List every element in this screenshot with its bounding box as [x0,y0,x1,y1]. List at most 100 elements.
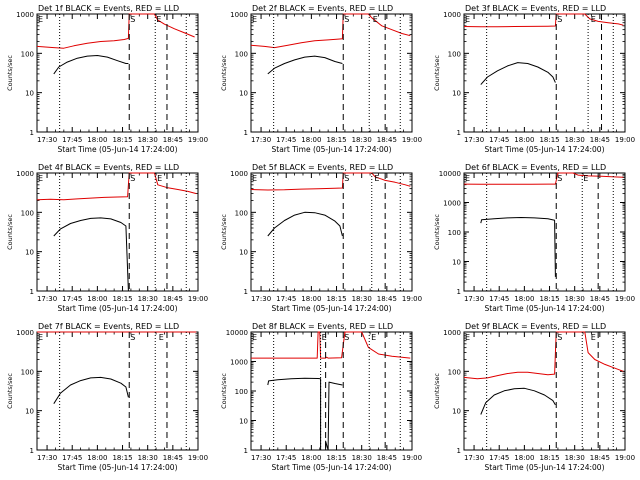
y-tick-label: 10 [452,90,461,98]
panel-title: Det 7f BLACK = Events, RED = LLD [38,322,179,331]
x-tick-label: 19:00 [188,136,208,144]
events-series-line [480,217,556,277]
y-axis-title: Counts/sec [6,55,14,91]
x-axis-title: Start Time (05-Jun-14 17:24:00) [272,145,392,154]
x-axis-title: Start Time (05-Jun-14 17:24:00) [485,463,605,472]
x-tick-label: 19:00 [615,136,635,144]
y-tick-label: 10000 [439,170,461,178]
y-tick-label: 1000 [443,200,461,208]
y-axis-title: Counts/sec [6,373,14,409]
x-tick-label: 17:45 [276,136,296,144]
y-tick-label: 1 [30,129,34,137]
lld-series-line [36,172,197,201]
x-axis-title: Start Time (05-Jun-14 17:24:00) [272,463,392,472]
events-series-line [480,62,556,85]
y-axis-title: Counts/sec [220,55,228,91]
marker-label: S [344,174,349,183]
x-tick-label: 18:00 [87,454,107,462]
lld-series-line [463,331,624,380]
x-tick-label: 18:30 [565,136,585,144]
x-tick-label: 18:45 [377,454,397,462]
y-tick-label: 1000 [230,11,248,19]
y-tick-label: 10 [452,259,461,267]
x-tick-label: 17:30 [464,136,484,144]
y-tick-label: 10 [239,90,248,98]
y-tick-label: 10 [239,418,248,426]
marker-label: E [583,174,588,183]
y-tick-label: 1 [457,129,461,137]
x-tick-label: 17:45 [276,454,296,462]
x-tick-label: 18:15 [326,295,346,303]
y-tick-label: 1 [30,447,34,455]
x-tick-label: 18:00 [514,136,534,144]
panel-title: Det 4f BLACK = Events, RED = LLD [38,163,179,172]
marker-label: S [130,333,135,342]
x-axis-title: Start Time (05-Jun-14 17:24:00) [58,304,178,313]
lld-series-line [250,13,411,49]
plot-frame [463,13,626,133]
y-axis-title: Counts/sec [220,373,228,409]
marker-label: E [371,333,376,342]
panel-title: Det 8f BLACK = Events, RED = LLD [252,322,393,331]
y-tick-label: 1000 [443,329,461,337]
marker-label: E [157,174,162,183]
x-tick-label: 18:15 [539,295,559,303]
y-tick-label: 1000 [230,359,248,367]
x-tick-label: 19:00 [615,454,635,462]
y-axis-title: Counts/sec [433,373,441,409]
y-tick-label: 100 [21,50,34,58]
x-tick-label: 18:00 [301,295,321,303]
marker-label: S [557,15,562,24]
x-tick-label: 18:15 [539,454,559,462]
x-tick-label: 18:15 [326,136,346,144]
marker-label: E [465,15,470,24]
events-series-line [53,376,129,404]
y-tick-label: 100 [21,209,34,217]
y-tick-label: 100 [235,50,248,58]
x-tick-label: 18:15 [112,136,132,144]
x-tick-label: 18:15 [112,454,132,462]
x-tick-label: 18:30 [138,136,158,144]
y-axis-title: Counts/sec [433,214,441,250]
x-tick-label: 17:30 [37,295,57,303]
marker-label: E [374,174,379,183]
x-tick-label: 17:30 [37,454,57,462]
marker-label: E [252,15,257,24]
events-series-line [53,217,129,292]
y-tick-label: 10 [239,249,248,257]
lld-series-line [36,13,195,49]
y-axis-title: Counts/sec [220,214,228,250]
marker-label: E [591,333,596,342]
events-series-line [480,387,556,415]
events-series-line [267,377,343,451]
x-tick-label: 18:00 [87,136,107,144]
marker-label: S [557,333,562,342]
marker-label: E [156,15,161,24]
detector-panel: Det 4f BLACK = Events, RED = LLD 1 10 100 10… [6,163,208,313]
y-tick-label: 100 [235,209,248,217]
x-tick-label: 18:30 [352,136,372,144]
x-tick-label: 18:30 [565,454,585,462]
y-tick-label: 100 [448,368,461,376]
x-tick-label: 18:30 [352,295,372,303]
marker-label: E [38,174,43,183]
plot-frame [463,331,626,451]
y-tick-label: 1000 [16,170,34,178]
y-tick-label: 1000 [230,170,248,178]
events-series-line [267,55,343,75]
detector-panel: Det 1f BLACK = Events, RED = LLD 1 10 100 10… [6,4,208,154]
x-tick-label: 17:30 [464,454,484,462]
y-tick-label: 1000 [16,329,34,337]
x-tick-label: 18:00 [514,454,534,462]
lld-series-line [251,331,411,359]
x-axis-title: Start Time (05-Jun-14 17:24:00) [58,463,178,472]
y-tick-label: 10 [452,408,461,416]
y-tick-label: 100 [21,368,34,376]
x-tick-label: 17:45 [489,136,509,144]
y-tick-label: 10 [25,249,34,257]
events-series-line [53,55,129,75]
x-tick-label: 18:45 [163,136,183,144]
y-tick-label: 1 [244,129,248,137]
detector-panel: Det 8f BLACK = Events, RED = LLD 1 10 100 10… [220,322,422,472]
